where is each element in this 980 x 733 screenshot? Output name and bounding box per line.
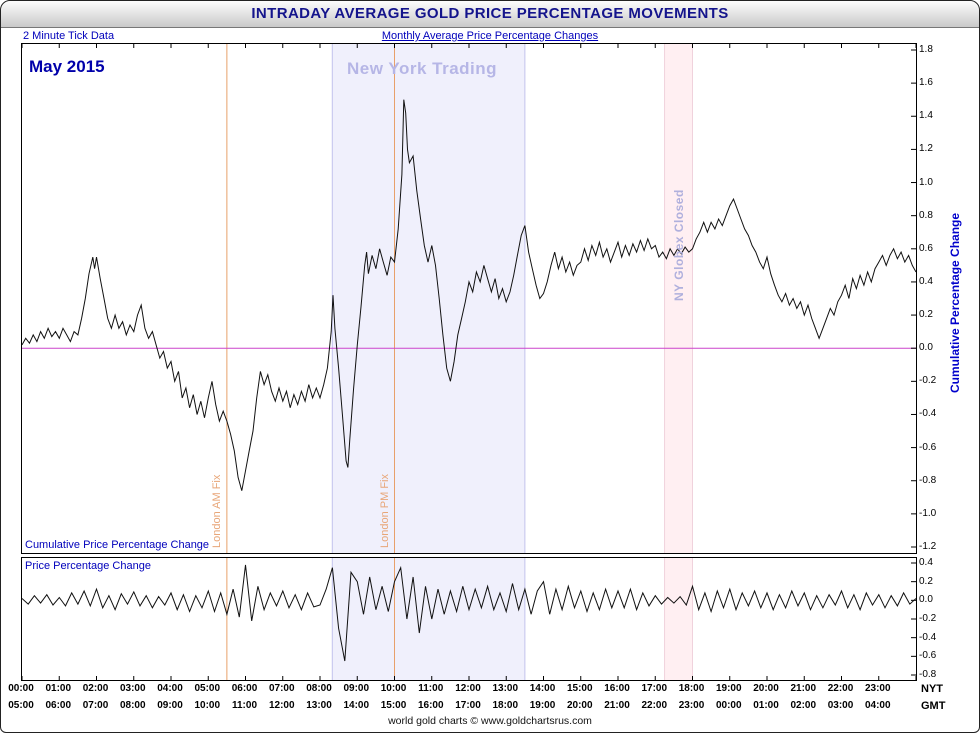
y-tick-label: -1.2: [919, 541, 937, 552]
x-tick-label-nyt: 01:00: [45, 683, 72, 694]
x-tick-label-gmt: 22:00: [641, 700, 668, 711]
copyright-footer: world gold charts © www.goldchartsrus.co…: [388, 715, 592, 727]
new-york-trading-label: New York Trading: [347, 59, 498, 78]
y-tick-label: -1.0: [919, 507, 937, 519]
x-tick-label-gmt: 21:00: [604, 700, 630, 711]
x-tick-label-gmt: 12:00: [268, 700, 295, 711]
x-tick-label-nyt: 14:00: [529, 683, 556, 694]
month-label: May 2015: [29, 57, 105, 76]
y-tick-label: 0.4: [919, 275, 933, 287]
change-plot-svg: [22, 558, 916, 680]
x-tick-label-gmt: 23:00: [678, 700, 705, 711]
london-pm-fix-label: London PM Fix: [379, 474, 391, 548]
y-tick-label: 0.0: [919, 594, 933, 606]
x-tick-label-nyt: 11:00: [418, 683, 444, 694]
x-tick-label-gmt: 11:00: [231, 700, 258, 711]
x-tick-label-gmt: 02:00: [790, 700, 817, 711]
london-am-fix-label: London AM Fix: [211, 474, 223, 548]
x-tick-label-nyt: 19:00: [715, 683, 742, 694]
x-tick-label-gmt: 09:00: [157, 700, 183, 711]
x-tick-label-nyt: 16:00: [604, 683, 630, 694]
y-tick-label: 0.2: [919, 575, 933, 587]
x-tick-label-nyt: 04:00: [157, 683, 183, 694]
y-tick-label: -0.6: [919, 650, 937, 662]
x-tick-label-nyt: 15:00: [566, 683, 593, 694]
x-tick-label-nyt: 23:00: [864, 683, 891, 694]
x-tick-label-nyt: 06:00: [231, 683, 258, 694]
x-tick-label-nyt: 22:00: [827, 683, 854, 694]
x-tick-label-gmt: 07:00: [82, 700, 109, 711]
y-tick-label: -0.8: [919, 669, 937, 680]
x-tick-label-gmt: 16:00: [417, 700, 444, 711]
cumulative-plot-svg: [22, 44, 916, 553]
x-tick-label-gmt: 19:00: [529, 700, 556, 711]
y-tick-label: -0.8: [919, 474, 937, 486]
x-tick-label-gmt: 17:00: [455, 700, 481, 711]
x-tick-label-nyt: 18:00: [678, 683, 705, 694]
y-tick-label: 1.0: [919, 176, 933, 188]
y-tick-label: 0.0: [919, 342, 933, 354]
x-tick-label-nyt: 21:00: [790, 683, 817, 694]
right-axis-title: Cumulative Percentage Change: [948, 212, 962, 393]
x-tick-label-nyt: 13:00: [492, 683, 519, 694]
y-tick-label: 1.8: [919, 44, 933, 55]
y-tick-label: 1.2: [919, 143, 933, 155]
x-tick-label-nyt: 02:00: [82, 683, 109, 694]
x-tick-label-gmt: 06:00: [45, 700, 72, 711]
y-tick-label: 1.4: [919, 110, 933, 122]
change-plot: [21, 557, 917, 681]
x-tick-label-nyt: 03:00: [119, 683, 146, 694]
page-title: INTRADAY AVERAGE GOLD PRICE PERCENTAGE M…: [251, 5, 729, 22]
x-tick-label-gmt: 14:00: [343, 700, 370, 711]
y-tick-label: 0.6: [919, 242, 933, 254]
y-tick-label: 0.4: [919, 557, 933, 568]
y-tick-label: -0.6: [919, 441, 937, 453]
x-tick-label-gmt: 18:00: [492, 700, 519, 711]
x-tick-label-gmt: 00:00: [715, 700, 742, 711]
x-tick-label-nyt: 05:00: [194, 683, 221, 694]
y-tick-label: 0.8: [919, 209, 933, 221]
y-tick-label: 1.6: [919, 77, 933, 89]
x-tick-label-gmt: 03:00: [827, 700, 854, 711]
y-tick-label: -0.2: [919, 613, 937, 624]
y-tick-label: -0.4: [919, 631, 937, 643]
y-tick-label: -0.2: [919, 375, 937, 387]
x-tick-label-gmt: 04:00: [864, 700, 891, 711]
gmt-axis-label: GMT: [921, 700, 946, 712]
price-change-inline-label: Price Percentage Change: [25, 560, 151, 572]
x-tick-label-nyt: 09:00: [343, 683, 370, 694]
nyt-axis-label: NYT: [921, 683, 943, 695]
title-bar: INTRADAY AVERAGE GOLD PRICE PERCENTAGE M…: [1, 1, 979, 28]
x-tick-label-gmt: 13:00: [306, 700, 332, 711]
tick-data-note: 2 Minute Tick Data: [23, 30, 115, 42]
x-tick-label-nyt: 12:00: [455, 683, 481, 694]
x-tick-label-gmt: 05:00: [8, 700, 34, 711]
x-tick-label-nyt: 20:00: [753, 683, 779, 694]
y-tick-label: -0.4: [919, 408, 937, 420]
x-tick-label-nyt: 00:00: [8, 683, 34, 694]
ny-globex-closed-label: NY Globex Closed: [672, 189, 686, 301]
x-tick-label-nyt: 10:00: [380, 683, 407, 694]
monthly-average-link[interactable]: Monthly Average Price Percentage Changes: [381, 30, 599, 42]
x-tick-label-nyt: 07:00: [268, 683, 295, 694]
cumulative-plot: [21, 43, 917, 554]
y-tick-label: 0.2: [919, 309, 933, 321]
x-tick-label-gmt: 08:00: [119, 700, 146, 711]
x-tick-label-gmt: 10:00: [194, 700, 221, 711]
cumulative-inline-label: Cumulative Price Percentage Change: [25, 539, 210, 551]
x-tick-label-gmt: 20:00: [566, 700, 593, 711]
x-tick-label-gmt: 15:00: [380, 700, 407, 711]
x-tick-label-nyt: 17:00: [641, 683, 668, 694]
x-tick-label-gmt: 01:00: [753, 700, 779, 711]
x-tick-label-nyt: 08:00: [306, 683, 332, 694]
